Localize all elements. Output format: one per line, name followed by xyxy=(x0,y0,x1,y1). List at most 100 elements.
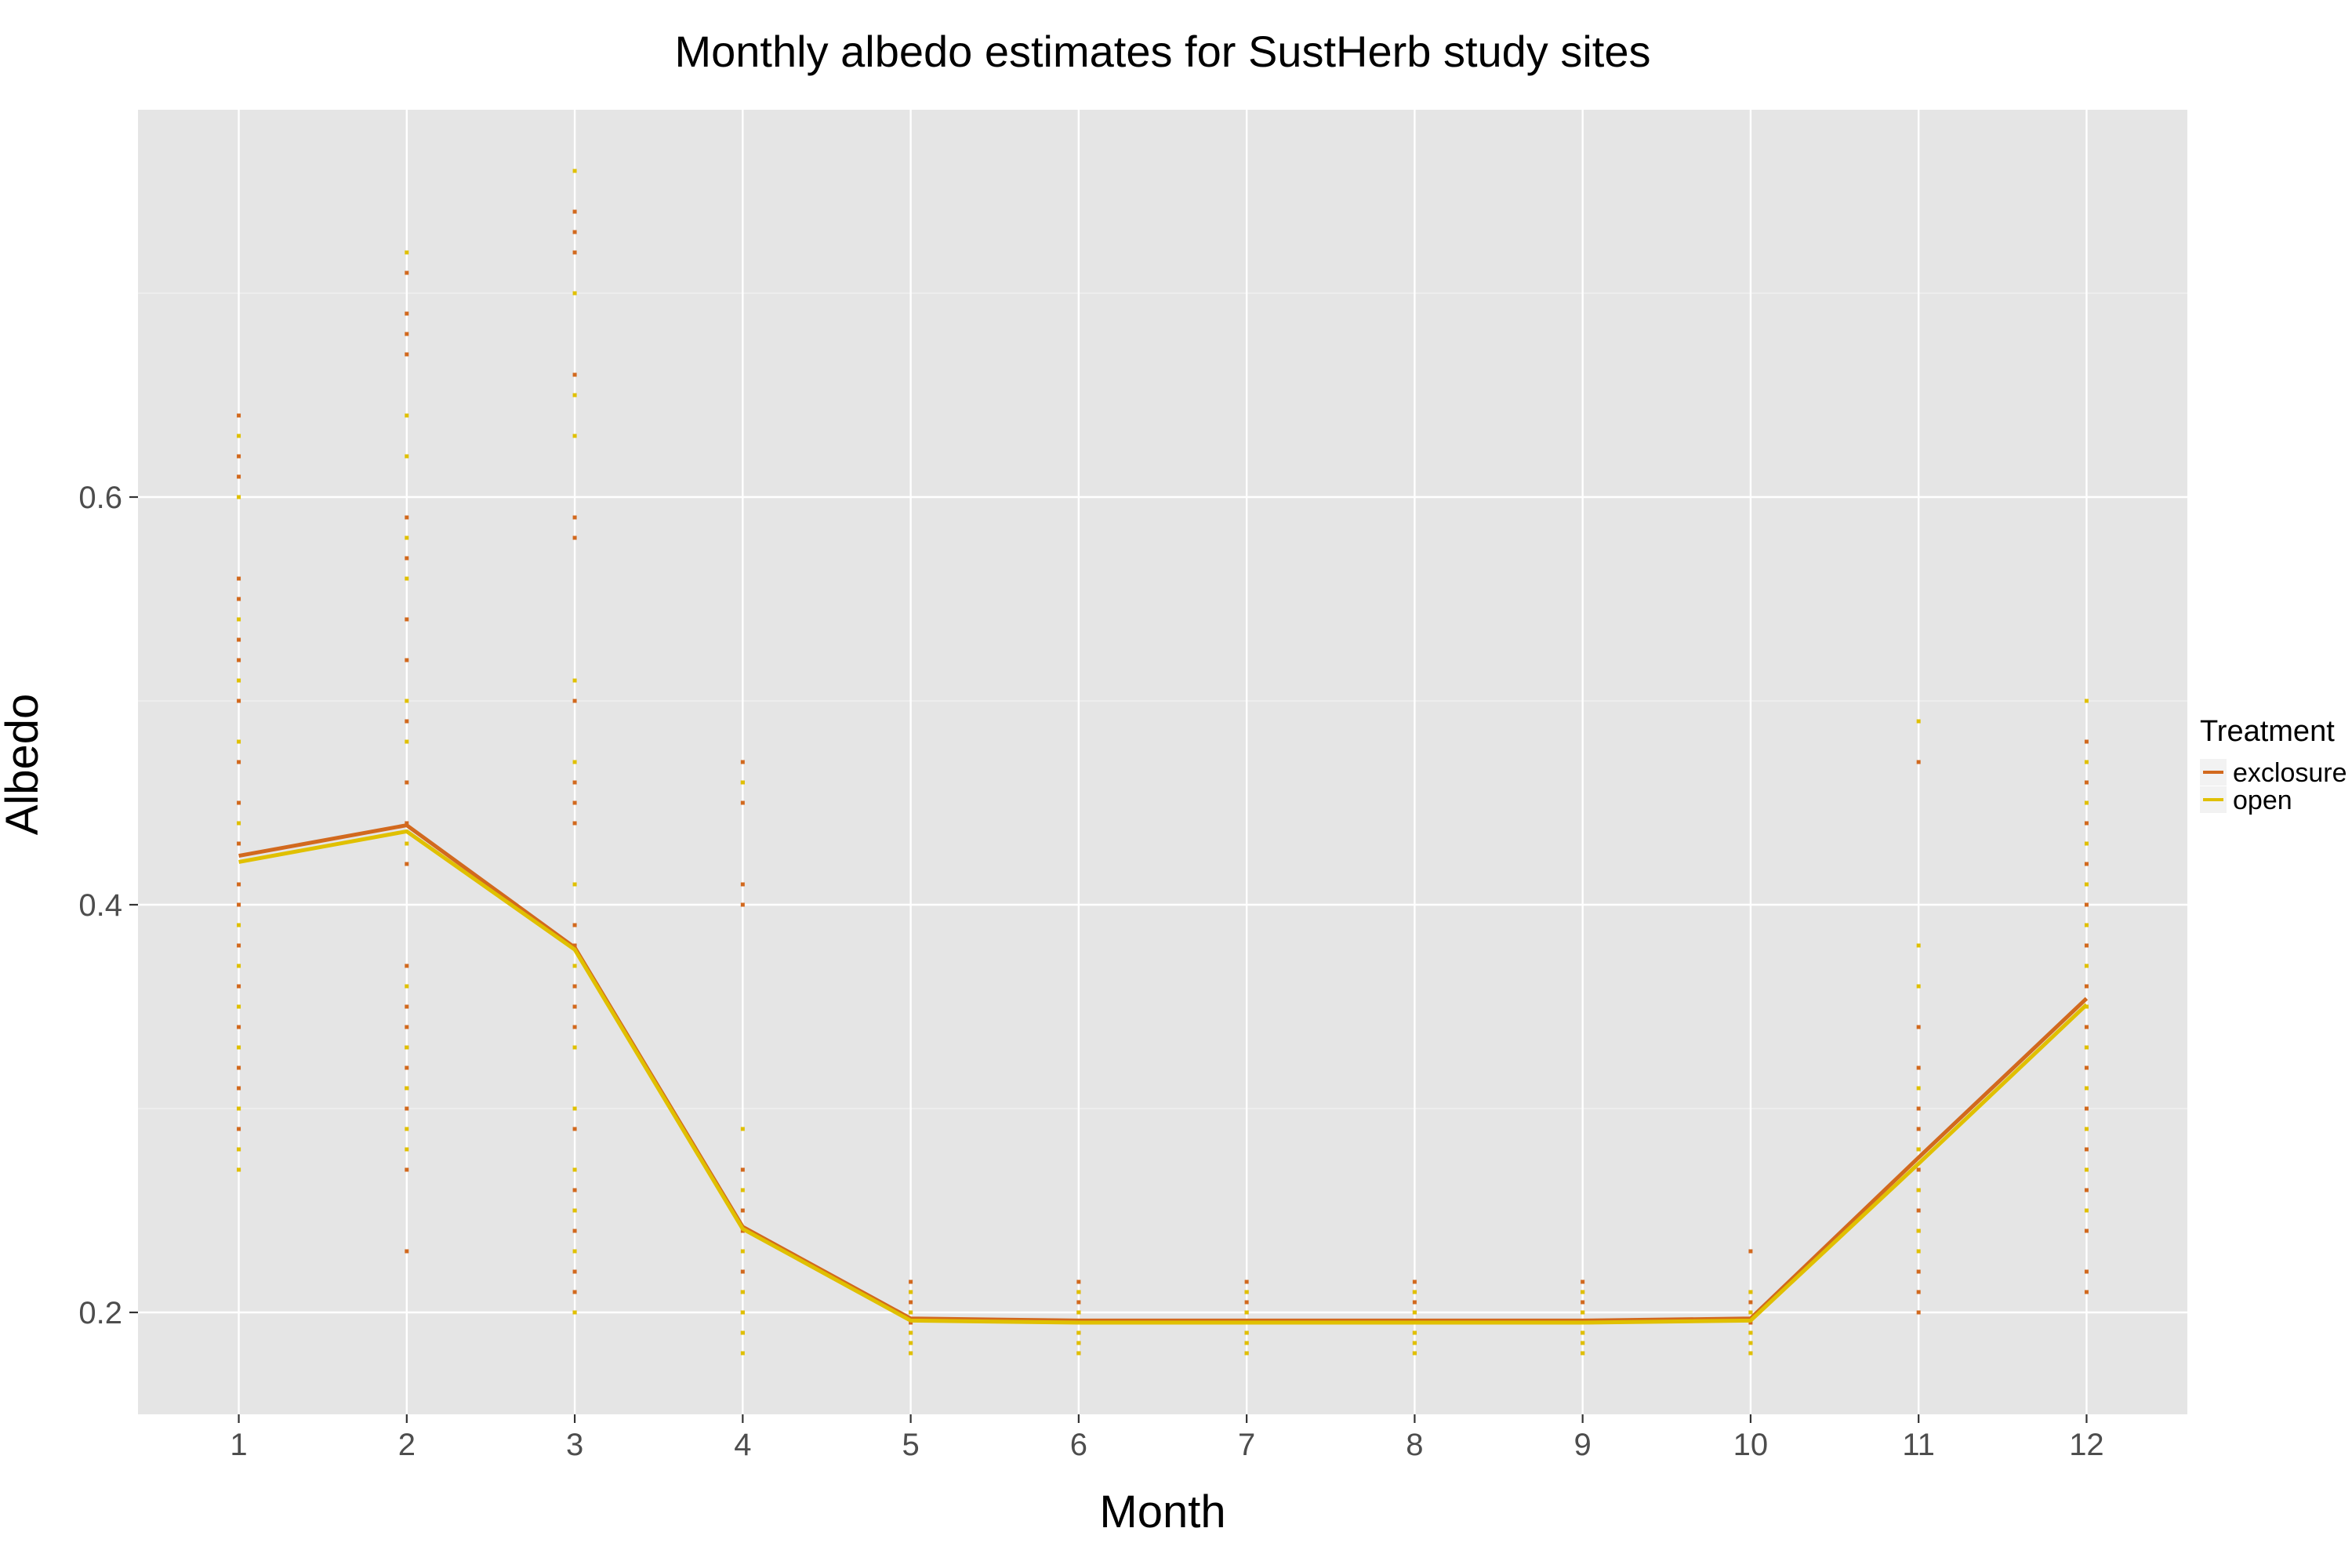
data-point xyxy=(1581,1279,1585,1284)
data-point xyxy=(740,1290,745,1294)
data-point xyxy=(572,209,577,214)
data-point xyxy=(909,1300,913,1305)
data-point xyxy=(1916,1310,1921,1315)
data-point xyxy=(2084,1167,2089,1172)
data-point xyxy=(405,1167,409,1172)
data-point xyxy=(237,1065,241,1070)
y-tick-label: 0.2 xyxy=(78,1296,122,1330)
data-point xyxy=(2084,1065,2089,1070)
data-point xyxy=(1748,1290,1753,1294)
data-point xyxy=(1748,1341,1753,1345)
x-tick-label: 2 xyxy=(398,1428,416,1462)
data-point xyxy=(405,1086,409,1091)
data-point xyxy=(2084,800,2089,805)
chart-title: Monthly albedo estimates for SustHerb st… xyxy=(674,27,1650,76)
x-tick-label: 3 xyxy=(566,1428,583,1462)
data-point xyxy=(572,291,577,296)
x-tick-label: 5 xyxy=(902,1428,919,1462)
data-point xyxy=(1076,1330,1081,1335)
data-point xyxy=(1748,1310,1753,1315)
legend-label: open xyxy=(2233,786,2292,815)
data-point xyxy=(405,1249,409,1254)
data-point xyxy=(740,1188,745,1192)
data-point xyxy=(2084,964,2089,968)
data-point xyxy=(405,332,409,336)
plot-background xyxy=(138,110,2187,1414)
data-point xyxy=(1244,1310,1249,1315)
data-point xyxy=(237,474,241,479)
data-point xyxy=(2084,1269,2089,1274)
data-point xyxy=(237,984,241,989)
data-point xyxy=(237,1147,241,1152)
data-point xyxy=(1581,1310,1585,1315)
data-point xyxy=(1748,1351,1753,1356)
data-point xyxy=(572,699,577,703)
data-point xyxy=(237,1127,241,1131)
data-points xyxy=(237,169,2089,1356)
data-point xyxy=(2084,1229,2089,1233)
data-point xyxy=(1748,1320,1753,1325)
data-point xyxy=(740,780,745,785)
data-point xyxy=(237,658,241,662)
y-axis-ticks: 0.2 0.4 0.6 xyxy=(78,481,138,1330)
data-point xyxy=(740,1269,745,1274)
data-point xyxy=(2084,902,2089,907)
data-point xyxy=(237,1025,241,1029)
data-point xyxy=(405,1025,409,1029)
x-tick-label: 4 xyxy=(734,1428,751,1462)
data-point xyxy=(572,372,577,377)
data-point xyxy=(1412,1351,1417,1356)
x-tick-label: 1 xyxy=(230,1428,247,1462)
data-point xyxy=(740,1167,745,1172)
data-point xyxy=(2084,943,2089,948)
data-point xyxy=(572,800,577,805)
data-point xyxy=(2084,1147,2089,1152)
data-point xyxy=(1916,1290,1921,1294)
legend-label: exclosure xyxy=(2233,758,2347,788)
data-point xyxy=(1412,1290,1417,1294)
data-point xyxy=(740,882,745,887)
data-point xyxy=(1916,719,1921,724)
data-point xyxy=(909,1279,913,1284)
data-point xyxy=(1244,1351,1249,1356)
data-point xyxy=(740,1127,745,1131)
data-point xyxy=(740,1208,745,1213)
x-tick-label: 11 xyxy=(1902,1428,1935,1462)
data-point xyxy=(237,1167,241,1172)
data-point xyxy=(909,1330,913,1335)
data-point xyxy=(572,964,577,968)
data-point xyxy=(237,1004,241,1009)
data-point xyxy=(572,250,577,255)
data-point xyxy=(572,882,577,887)
data-point xyxy=(572,760,577,764)
data-point xyxy=(572,984,577,989)
data-point xyxy=(237,902,241,907)
data-point xyxy=(1748,1249,1753,1254)
data-point xyxy=(405,780,409,785)
data-point xyxy=(405,1065,409,1070)
data-point xyxy=(572,1269,577,1274)
data-point xyxy=(572,515,577,520)
data-point xyxy=(405,1147,409,1152)
data-point xyxy=(405,699,409,703)
data-point xyxy=(1581,1330,1585,1335)
data-point xyxy=(1916,1086,1921,1091)
data-point xyxy=(2084,1086,2089,1091)
data-point xyxy=(2084,862,2089,866)
data-point xyxy=(1244,1290,1249,1294)
data-point xyxy=(237,576,241,581)
data-point xyxy=(405,515,409,520)
data-point xyxy=(572,1290,577,1294)
data-point xyxy=(572,434,577,438)
data-point xyxy=(1916,1147,1921,1152)
x-tick-label: 6 xyxy=(1070,1428,1087,1462)
data-point xyxy=(405,821,409,826)
data-point xyxy=(572,1229,577,1233)
data-point xyxy=(405,352,409,357)
data-point xyxy=(1244,1279,1249,1284)
data-point xyxy=(1412,1310,1417,1315)
x-axis-label: Month xyxy=(1099,1486,1225,1537)
data-point xyxy=(237,964,241,968)
data-point xyxy=(1916,1269,1921,1274)
x-tick-label: 10 xyxy=(1733,1428,1769,1462)
